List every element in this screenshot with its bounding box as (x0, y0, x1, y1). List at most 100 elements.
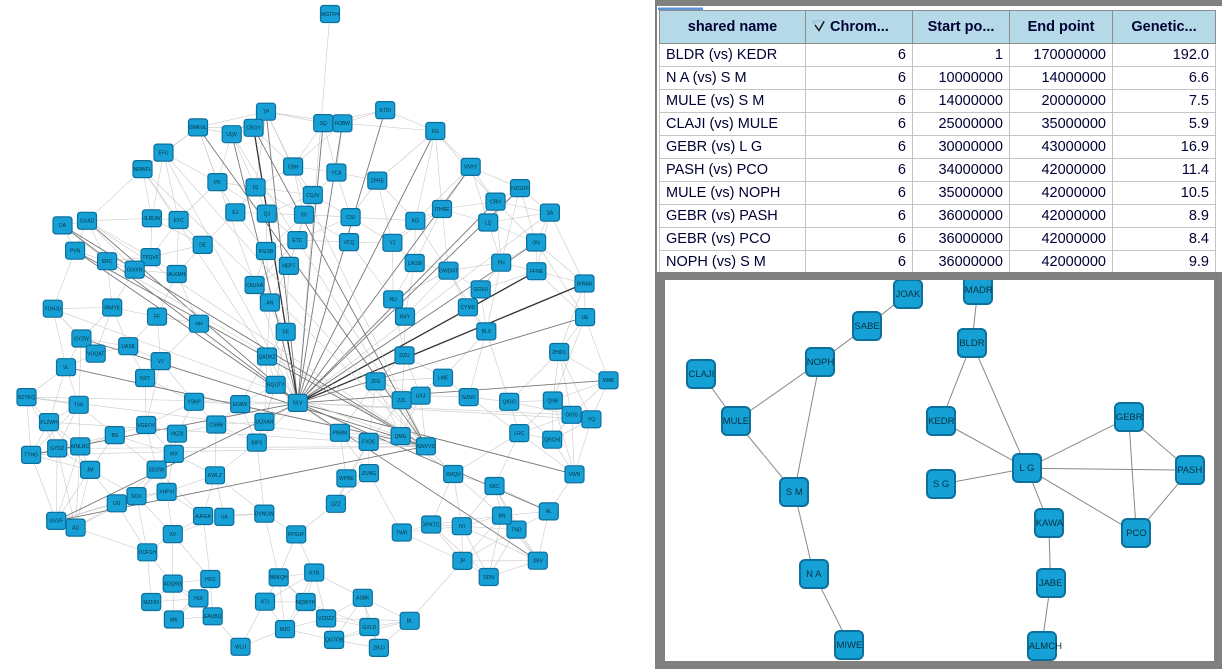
svg-text:ZPRE: ZPRE (371, 178, 385, 184)
svg-text:UG: UG (113, 501, 121, 507)
svg-text:VJ: VJ (158, 359, 164, 365)
svg-text:PVN: PVN (70, 249, 81, 255)
svg-text:ZHIDL: ZHIDL (552, 350, 567, 356)
svg-text:ETC: ETC (292, 238, 302, 244)
svg-text:CSBB: CSBB (209, 422, 223, 428)
svg-text:CRGY: CRGY (246, 126, 261, 132)
svg-text:GMKGL: GMKGL (189, 125, 207, 131)
svg-text:VCQ: VCQ (344, 240, 355, 246)
svg-text:ZRJJ: ZRJJ (373, 646, 385, 652)
svg-text:NEPT: NEPT (282, 264, 295, 270)
svg-text:XV: XV (169, 532, 176, 538)
svg-text:TTHG: TTHG (24, 453, 38, 459)
svg-text:MJO: MJO (280, 627, 291, 633)
svg-text:UE: UE (582, 315, 590, 321)
svg-text:ITHRE: ITHRE (435, 207, 451, 213)
svg-text:XPKTC: XPKTC (423, 522, 440, 528)
svg-text:QGTOB: QGTOB (325, 638, 344, 644)
svg-text:JMV: JMV (533, 559, 544, 565)
svg-text:XE: XE (282, 330, 289, 336)
svg-text:QIGO: QIGO (503, 400, 516, 406)
svg-text:QNB: QNB (547, 398, 559, 404)
svg-text:NJNV: NJNV (462, 395, 476, 401)
svg-text:TP: TP (263, 110, 270, 116)
svg-text:EEOW: EEOW (149, 467, 165, 473)
svg-text:AL: AL (546, 509, 552, 515)
svg-text:IFESB: IFESB (259, 249, 274, 255)
svg-text:KWLZ: KWLZ (208, 473, 222, 479)
svg-text:JP: JP (459, 559, 466, 565)
svg-text:NU: NU (390, 297, 398, 303)
svg-text:UA: UA (221, 515, 229, 521)
svg-text:UQV: UQV (226, 132, 238, 138)
svg-text:GGVU: GGVU (473, 287, 488, 293)
svg-text:DE: DE (199, 243, 207, 249)
svg-text:BL: BL (407, 619, 413, 625)
svg-text:MNLRC: MNLRC (71, 444, 89, 450)
svg-text:CQJV: CQJV (306, 193, 320, 199)
svg-text:IVI: IVI (459, 524, 465, 530)
svg-text:GWDNT: GWDNT (439, 269, 458, 275)
svg-text:ON: ON (532, 240, 540, 246)
svg-text:VZDZZ: VZDZZ (318, 616, 334, 622)
svg-text:HXS: HXS (205, 577, 216, 583)
svg-text:XMQV: XMQV (446, 472, 461, 478)
svg-text:QRCHI: QRCHI (544, 438, 560, 444)
svg-text:WPBE: WPBE (339, 476, 354, 482)
svg-text:MMK: MMK (603, 378, 615, 384)
svg-text:EAUBQ: EAUBQ (204, 614, 222, 620)
svg-text:RQUTY: RQUTY (267, 383, 285, 389)
svg-text:ZUNG: ZUNG (362, 471, 376, 477)
svg-text:GXAD: GXAD (80, 219, 95, 225)
svg-text:HH: HH (195, 322, 203, 328)
svg-text:GNVVS: GNVVS (417, 444, 435, 450)
svg-text:TWR: TWR (396, 530, 408, 536)
svg-text:SKC: SKC (489, 484, 500, 490)
svg-text:QMG: QMG (395, 434, 407, 440)
svg-text:OCFSH: OCFSH (139, 550, 157, 556)
svg-text:TVK: TVK (74, 403, 84, 409)
svg-text:AD: AD (72, 525, 79, 531)
svg-text:JM: JM (87, 468, 94, 474)
svg-text:TFQVF: TFQVF (142, 255, 158, 261)
svg-text:MK: MK (170, 617, 178, 623)
svg-text:QZZ: QZZ (331, 502, 341, 508)
svg-text:YQ: YQ (588, 417, 595, 423)
svg-text:FG: FG (432, 129, 439, 135)
svg-text:VGEOV: VGEOV (137, 423, 155, 429)
svg-text:JLRUW: JLRUW (143, 216, 161, 222)
svg-text:LIKSB: LIKSB (408, 261, 423, 267)
svg-text:KTI: KTI (261, 600, 269, 606)
svg-text:LQ: LQ (485, 220, 492, 226)
svg-text:BN: BN (499, 513, 506, 519)
svg-text:UASK: UASK (121, 344, 135, 350)
svg-text:SDN: SDN (483, 575, 494, 581)
svg-text:SQ: SQ (320, 121, 327, 127)
svg-text:YSKP: YSKP (187, 400, 201, 406)
svg-text:CBH: CBH (288, 164, 299, 170)
svg-text:GYZW: GYZW (74, 336, 89, 342)
svg-text:GIOS: GIOS (565, 413, 578, 419)
svg-text:ZZL: ZZL (397, 398, 406, 404)
svg-text:KYB: KYB (309, 570, 320, 576)
svg-text:KTDI: KTDI (380, 108, 391, 114)
svg-text:TND: TND (511, 527, 522, 533)
svg-text:RKY: RKY (400, 314, 411, 320)
svg-text:ASBK: ASBK (356, 596, 370, 602)
svg-text:DA: DA (59, 223, 67, 229)
svg-text:PNRM: PNRM (333, 431, 348, 437)
svg-text:FF: FF (154, 314, 160, 320)
svg-text:FPSUP: FPSUP (288, 532, 305, 538)
svg-text:BBKQH: BBKQH (270, 575, 288, 581)
svg-text:NQWYH: NQWYH (296, 600, 316, 606)
svg-text:ALKMH: ALKMH (168, 272, 186, 278)
svg-text:CYMD: CYMD (461, 305, 476, 311)
svg-text:PN: PN (498, 261, 505, 267)
svg-text:VNXY: VNXY (464, 165, 478, 171)
svg-text:EYC: EYC (173, 218, 184, 224)
svg-text:NZYKQ: NZYKQ (18, 395, 35, 401)
svg-text:HUI: HUI (194, 596, 203, 602)
svg-text:GYDZ: GYDZ (50, 446, 64, 452)
svg-text:QADKZ: QADKZ (258, 354, 275, 360)
svg-text:VOQAT: VOQAT (87, 351, 104, 357)
